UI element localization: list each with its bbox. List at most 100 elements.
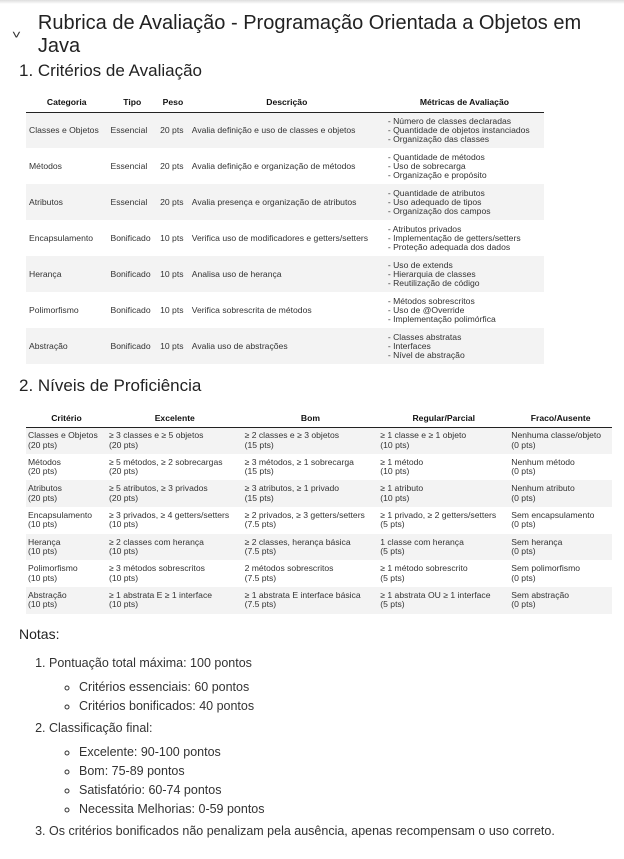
table-cell: Encapsulamento bbox=[29, 232, 94, 243]
table-cell: Classes e Objetos bbox=[29, 124, 99, 135]
table-cell: Classes e Objetos (20 pts) bbox=[28, 430, 98, 450]
note-text: Os critérios bonificados não penalizam p… bbox=[49, 824, 555, 838]
table-cell: Polimorfismo bbox=[29, 304, 79, 315]
table-cell: 10 pts bbox=[160, 268, 184, 279]
column-header: Tipo bbox=[107, 93, 158, 113]
note-sublist: Critérios essenciais: 60 pontos Critérios… bbox=[49, 680, 555, 713]
chevron-down-icon[interactable]: ˅ bbox=[11, 28, 22, 42]
table-cell: 1 classe com herança (5 pts) bbox=[380, 536, 464, 557]
table-row: Abstração Bonificado 10 pts Avalia uso de a… bbox=[26, 328, 544, 364]
table-row: Métodos (20 pts) ≥ 5 métodos, ≥ 2 sobrecar… bbox=[26, 454, 612, 481]
column-header: Regular/Parcial bbox=[378, 409, 510, 428]
note-subitem: Necessita Melhorias: 0-59 pontos bbox=[79, 802, 555, 816]
table-cell: Abstração bbox=[29, 340, 68, 351]
note-subitem: Critérios essenciais: 60 pontos bbox=[79, 680, 555, 694]
note-subitem: Satisfatório: 60-74 pontos bbox=[79, 783, 555, 797]
table-cell: Atributos (20 pts) bbox=[28, 483, 62, 503]
table-cell: ≥ 3 privados, ≥ 4 getters/setters (10 pts… bbox=[108, 509, 230, 530]
table-cell: Bonificado bbox=[110, 232, 151, 243]
table-cell: Herança (10 pts) bbox=[28, 536, 61, 557]
table-cell: Encapsulamento (10 pts) bbox=[28, 509, 93, 530]
table-cell: - Atributos privados - Implementação de g… bbox=[387, 223, 521, 252]
note-item: Os critérios bonificados não penalizam p… bbox=[49, 824, 555, 838]
note-text: Pontuação total máxima: 100 pontos bbox=[49, 656, 252, 670]
table-cell: ≥ 5 atributos, ≥ 3 privados (20 pts) bbox=[108, 483, 208, 503]
table-cell: ≥ 1 atributo (10 pts) bbox=[380, 483, 424, 503]
table-row: Abstração (10 pts) ≥ 1 abstrata E ≥ 1 inte… bbox=[26, 587, 612, 614]
collapsible-header[interactable]: ˅ Rubrica de Avaliação - Programação Ori… bbox=[11, 12, 624, 58]
table-cell: Sem abstração (0 pts) bbox=[511, 589, 570, 610]
table-cell: ≥ 3 métodos sobrescritos (10 pts) bbox=[108, 563, 205, 583]
table-row: Encapsulamento (10 pts) ≥ 3 privados, ≥ 4 … bbox=[26, 507, 612, 534]
table-cell: ≥ 5 métodos, ≥ 2 sobrecargas (20 pts) bbox=[108, 456, 223, 477]
table-cell: Nenhum método (0 pts) bbox=[511, 456, 575, 477]
table-cell: Herança bbox=[29, 268, 62, 279]
table-cell: Bonificado bbox=[110, 268, 151, 279]
table-row: Métodos Essencial 20 pts Avalia definição e… bbox=[26, 148, 544, 184]
table-row: Polimorfismo (10 pts) ≥ 3 métodos sobrescr… bbox=[26, 560, 612, 587]
column-header: Métricas de Avaliação bbox=[384, 93, 544, 113]
table-cell: ≥ 1 privado, ≥ 2 getters/setters (5 pts) bbox=[380, 509, 497, 530]
note-text: Classificação final: bbox=[49, 721, 153, 735]
table-cell: ≥ 1 método (10 pts) bbox=[380, 456, 424, 477]
table-cell: Abstração (10 pts) bbox=[28, 589, 67, 610]
notes-list: Pontuação total máxima: 100 pontos Critér… bbox=[36, 656, 555, 846]
table-cell: - Quantidade de métodos - Uso de sobrecar… bbox=[387, 151, 487, 180]
table-cell: ≥ 2 privados, ≥ 3 getters/setters (7.5 pt… bbox=[244, 509, 365, 530]
table-cell: Bonificado bbox=[110, 304, 151, 315]
table-cell: 20 pts bbox=[160, 160, 184, 171]
table-cell: Avalia presença e organização de atribut… bbox=[191, 196, 357, 207]
table-cell: 2 métodos sobrescritos (7.5 pts) bbox=[244, 563, 334, 583]
table-row: Herança Bonificado 10 pts Analisa uso de he… bbox=[26, 256, 544, 292]
table-cell: Nenhum atributo (0 pts) bbox=[511, 483, 575, 503]
table-cell: ≥ 1 classe e ≥ 1 objeto (10 pts) bbox=[380, 430, 467, 450]
column-header: Bom bbox=[242, 409, 379, 428]
table-cell: Métodos bbox=[29, 160, 62, 171]
table-row: Atributos Essencial 20 pts Avalia presença … bbox=[26, 184, 544, 220]
table-cell: ≥ 1 método sobrescrito (5 pts) bbox=[380, 563, 468, 583]
table-cell: Sem encapsulamento (0 pts) bbox=[511, 509, 595, 530]
table-cell: Analisa uso de herança bbox=[191, 268, 282, 279]
table-cell: 10 pts bbox=[160, 340, 184, 351]
table-row: Classes e Objetos (20 pts) ≥ 3 classes e ≥… bbox=[26, 427, 612, 454]
table-cell: Métodos (20 pts) bbox=[28, 456, 61, 477]
table-cell: ≥ 1 abstrata E interface básica (7.5 pts) bbox=[244, 589, 361, 610]
table-cell: Sem herança (0 pts) bbox=[511, 536, 563, 557]
table-cell: Polimorfismo (10 pts) bbox=[28, 563, 78, 583]
table-cell: - Número de classes declaradas - Quantida… bbox=[387, 115, 530, 144]
notes-title: Notas: bbox=[19, 626, 60, 642]
table-cell: ≥ 3 classes e ≥ 5 objetos (20 pts) bbox=[108, 430, 204, 450]
table-cell: Essencial bbox=[110, 196, 148, 207]
table-cell: Essencial bbox=[110, 124, 148, 135]
table-cell: - Uso de extends - Hierarquia de classes -… bbox=[387, 259, 480, 288]
note-subitem: Critérios bonificados: 40 pontos bbox=[79, 699, 555, 713]
note-item: Pontuação total máxima: 100 pontos Critér… bbox=[49, 656, 555, 713]
column-header: Excelente bbox=[106, 409, 243, 428]
note-subitem: Excelente: 90-100 pontos bbox=[79, 745, 555, 759]
table-cell: Avalia definição e uso de classes e obje… bbox=[191, 124, 356, 135]
table-cell: ≥ 2 classes e ≥ 3 objetos (15 pts) bbox=[244, 430, 340, 450]
table-cell: Avalia uso de abstrações bbox=[191, 340, 288, 351]
table-cell: Essencial bbox=[110, 160, 148, 171]
table-row: Polimorfismo Bonificado 10 pts Verifica sob… bbox=[26, 292, 544, 328]
table-cell: ≥ 2 classes com herança (10 pts) bbox=[108, 536, 204, 557]
table-cell: - Classes abstratas - Interfaces - Nível d… bbox=[387, 331, 465, 360]
top-edge bbox=[0, 0, 624, 4]
table-cell: - Quantidade de atributos - Uso adequado … bbox=[387, 187, 491, 216]
table-cell: Nenhuma classe/objeto (0 pts) bbox=[511, 430, 602, 450]
table-cell: 20 pts bbox=[160, 124, 184, 135]
column-header: Categoria bbox=[26, 93, 108, 113]
table-cell: 10 pts bbox=[160, 304, 184, 315]
page-title: Rubrica de Avaliação - Programação Orien… bbox=[37, 12, 582, 57]
table-cell: Atributos bbox=[29, 196, 63, 207]
table-cell: Verifica sobrescrita de métodos bbox=[191, 304, 312, 315]
table-cell: Bonificado bbox=[110, 340, 151, 351]
note-sublist: Excelente: 90-100 pontos Bom: 75-89 ponto… bbox=[49, 745, 555, 816]
column-header: Peso bbox=[157, 93, 189, 113]
note-subitem: Bom: 75-89 pontos bbox=[79, 764, 555, 778]
table-cell: ≥ 2 classes, herança básica (7.5 pts) bbox=[244, 536, 351, 557]
proficiency-table: Critério Excelente Bom Regular/Parcial Fraco… bbox=[26, 409, 612, 614]
section-criteria-title: 1. Critérios de Avaliação bbox=[19, 61, 203, 80]
table-cell: - Métodos sobrescritos - Uso de @Override… bbox=[387, 295, 496, 324]
table-row: Atributos (20 pts) ≥ 5 atributos, ≥ 3 priv… bbox=[26, 480, 612, 508]
